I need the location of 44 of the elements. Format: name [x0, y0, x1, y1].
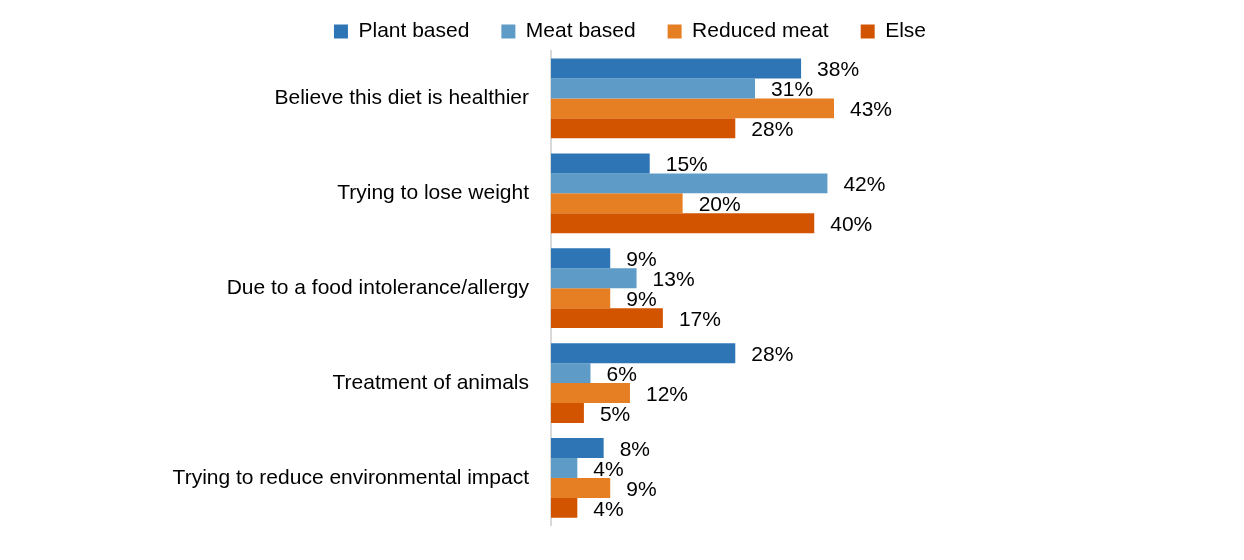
bar	[551, 383, 630, 404]
bar	[551, 308, 663, 329]
data-label: 42%	[843, 172, 886, 196]
bar	[551, 458, 578, 478]
y-tick-label: Treatment of animals	[332, 369, 529, 393]
legend-label: Plant based	[358, 18, 470, 42]
bar	[551, 78, 756, 99]
data-label: 17%	[678, 306, 721, 330]
bar	[551, 497, 578, 518]
bar	[551, 213, 815, 234]
bar	[551, 477, 611, 498]
bar	[551, 438, 604, 459]
legend-label: Reduced meat	[692, 18, 829, 42]
data-label: 5%	[599, 401, 631, 425]
legend-label: Meat based	[525, 18, 636, 42]
data-label: 15%	[665, 152, 708, 176]
bar	[551, 193, 683, 214]
data-label: 4%	[593, 496, 624, 520]
bar	[551, 343, 736, 364]
bar	[551, 403, 584, 423]
bar	[551, 98, 834, 119]
y-tick-label: Trying to reduce environmental impact	[172, 464, 530, 488]
bar	[551, 173, 828, 194]
bar	[551, 248, 611, 269]
y-tick-label: Trying to lose weight	[337, 180, 530, 204]
data-label: 38%	[817, 57, 860, 81]
y-tick-label: Believe this diet is healthier	[274, 85, 529, 109]
y-tick-label: Due to a food intolerance/allergy	[226, 275, 530, 298]
data-label: 28%	[751, 341, 794, 365]
bar	[551, 288, 611, 309]
bar	[551, 363, 591, 384]
data-label: 28%	[751, 117, 794, 141]
data-label: 43%	[850, 97, 893, 121]
data-label: 9%	[626, 476, 657, 500]
bar	[551, 153, 650, 174]
data-label: 40%	[830, 212, 873, 235]
data-label: 12%	[645, 381, 689, 405]
legend-label: Else	[885, 18, 927, 42]
data-label: 31%	[771, 77, 814, 101]
bar	[551, 118, 736, 139]
data-label: 6%	[606, 361, 637, 385]
bar	[551, 58, 802, 79]
data-label: 20%	[698, 192, 741, 216]
bar	[551, 268, 637, 289]
